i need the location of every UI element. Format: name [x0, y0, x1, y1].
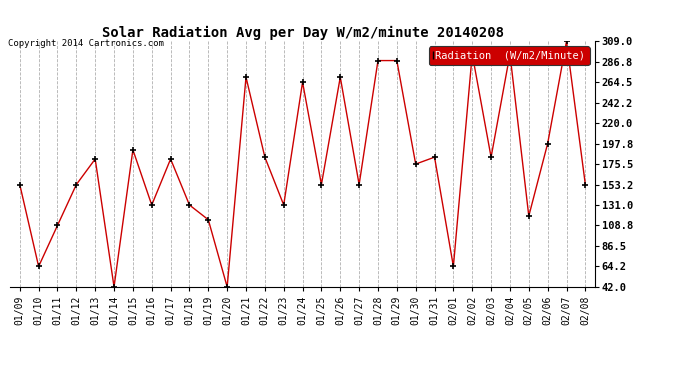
- Title: Solar Radiation Avg per Day W/m2/minute 20140208: Solar Radiation Avg per Day W/m2/minute …: [101, 26, 504, 40]
- Legend: Radiation  (W/m2/Minute): Radiation (W/m2/Minute): [429, 46, 589, 65]
- Text: Copyright 2014 Cartronics.com: Copyright 2014 Cartronics.com: [8, 39, 164, 48]
